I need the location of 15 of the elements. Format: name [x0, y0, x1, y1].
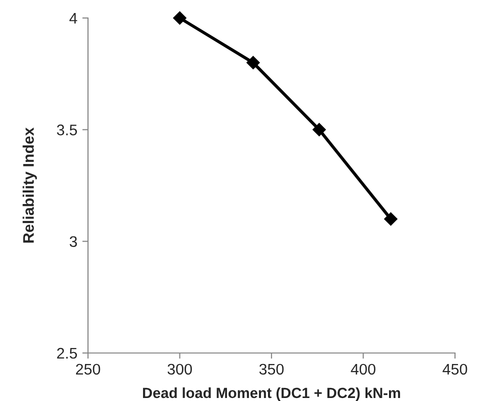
y-tick-label: 4	[69, 13, 78, 24]
point	[312, 123, 326, 136]
x-tick-label: 450	[442, 364, 468, 375]
x-tick-label: 350	[259, 364, 284, 375]
x-tick-label: 400	[350, 364, 376, 375]
x-tick-label: 250	[76, 364, 100, 375]
y-axis-title: Reliability Index	[22, 127, 37, 243]
y-tick-label: 3.5	[56, 124, 77, 136]
x-tick-label: 300	[168, 364, 192, 375]
point	[246, 56, 260, 70]
y-tick-label: 3	[70, 236, 77, 248]
y-tick-label: 2.5	[57, 348, 77, 359]
point	[173, 11, 186, 25]
x-axis-title: Dead load Moment (DC1 + DC2) kN-m	[143, 387, 400, 401]
point	[384, 212, 398, 226]
